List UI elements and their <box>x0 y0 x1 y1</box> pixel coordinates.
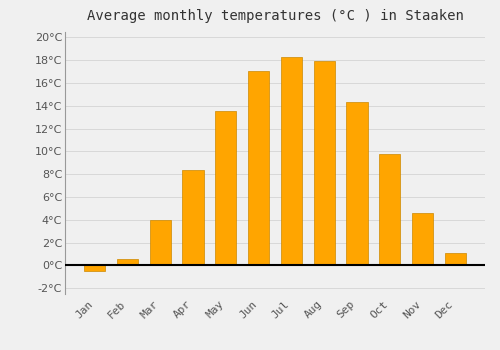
Bar <box>84 265 106 271</box>
Title: Average monthly temperatures (°C ) in Staaken: Average monthly temperatures (°C ) in St… <box>86 9 464 23</box>
Bar <box>444 253 466 265</box>
Bar <box>314 61 335 265</box>
Bar <box>117 259 138 265</box>
Bar <box>150 220 171 265</box>
Bar <box>215 111 236 265</box>
Bar <box>379 154 400 265</box>
Bar <box>412 213 433 265</box>
Bar <box>346 102 368 265</box>
Bar <box>280 57 302 265</box>
Bar <box>248 71 270 265</box>
Bar <box>182 170 204 265</box>
